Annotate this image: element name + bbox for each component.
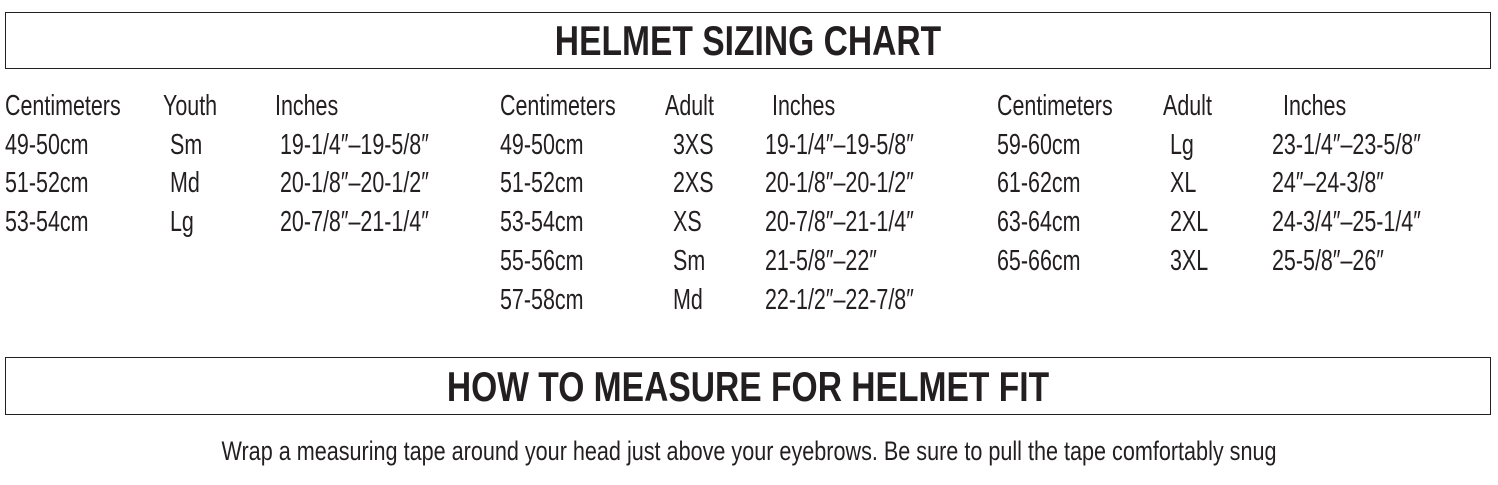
table-cell-centimeters: 51-52cm bbox=[500, 167, 584, 200]
table-cell-centimeters: 49-50cm bbox=[5, 128, 89, 161]
table-cell-inches: 25-5/8″–26″ bbox=[1272, 244, 1384, 277]
column-header-centimeters: Centimeters bbox=[500, 90, 616, 122]
table-cell-size: Lg bbox=[170, 206, 194, 239]
table-cell-inches: 20-7/8″–21-1/4″ bbox=[765, 206, 914, 239]
table-cell-size: 2XS bbox=[673, 167, 714, 200]
table-cell-size: Sm bbox=[673, 244, 706, 277]
column-header-centimeters: Centimeters bbox=[5, 90, 121, 122]
table-cell-inches: 19-1/4″–19-5/8″ bbox=[280, 128, 429, 161]
column-header-centimeters: Centimeters bbox=[997, 90, 1113, 122]
table-cell-centimeters: 51-52cm bbox=[5, 167, 89, 200]
table-cell-centimeters: 53-54cm bbox=[5, 206, 89, 239]
table-cell-centimeters: 65-66cm bbox=[997, 244, 1081, 277]
table-cell-size: 3XL bbox=[1170, 244, 1209, 277]
sizing-chart-title: HELMET SIZING CHART bbox=[554, 17, 942, 64]
table-cell-size: Md bbox=[170, 167, 200, 200]
table-cell-inches: 20-1/8″–20-1/2″ bbox=[765, 167, 914, 200]
table-cell-inches: 24-3/4″–25-1/4″ bbox=[1272, 206, 1421, 239]
table-cell-size: XS bbox=[673, 206, 702, 239]
measure-title: HOW TO MEASURE FOR HELMET FIT bbox=[446, 363, 1050, 410]
table-cell-centimeters: 63-64cm bbox=[997, 206, 1081, 239]
table-cell-inches: 24″–24-3/8″ bbox=[1272, 167, 1384, 200]
table-cell-inches: 19-1/4″–19-5/8″ bbox=[765, 128, 914, 161]
table-cell-centimeters: 61-62cm bbox=[997, 167, 1081, 200]
measure-title-box: HOW TO MEASURE FOR HELMET FIT bbox=[5, 357, 1491, 415]
table-cell-size: 2XL bbox=[1170, 206, 1209, 239]
table-cell-size: Md bbox=[673, 283, 703, 316]
column-header-inches: Inches bbox=[1283, 90, 1347, 122]
table-cell-size: 3XS bbox=[673, 128, 714, 161]
table-cell-centimeters: 49-50cm bbox=[500, 128, 584, 161]
table-cell-inches: 20-1/8″–20-1/2″ bbox=[280, 167, 429, 200]
column-header-inches: Inches bbox=[275, 90, 339, 122]
table-cell-inches: 22-1/2″–22-7/8″ bbox=[765, 283, 914, 316]
table-cell-centimeters: 55-56cm bbox=[500, 244, 584, 277]
sizing-chart-title-box: HELMET SIZING CHART bbox=[5, 12, 1491, 69]
table-cell-size: Sm bbox=[170, 128, 203, 161]
table-cell-centimeters: 57-58cm bbox=[500, 283, 584, 316]
table-cell-centimeters: 59-60cm bbox=[997, 128, 1081, 161]
table-cell-inches: 21-5/8″–22″ bbox=[765, 244, 877, 277]
table-cell-centimeters: 53-54cm bbox=[500, 206, 584, 239]
table-cell-size: XL bbox=[1170, 167, 1197, 200]
column-header-inches: Inches bbox=[772, 90, 836, 122]
column-header-size: Youth bbox=[163, 90, 218, 122]
table-cell-size: Lg bbox=[1170, 128, 1194, 161]
column-header-size: Adult bbox=[1163, 90, 1212, 122]
column-header-size: Adult bbox=[665, 90, 714, 122]
table-cell-inches: 23-1/4″–23-5/8″ bbox=[1272, 128, 1421, 161]
table-cell-inches: 20-7/8″–21-1/4″ bbox=[280, 206, 429, 239]
measure-instructions: Wrap a measuring tape around your head j… bbox=[221, 436, 1277, 466]
